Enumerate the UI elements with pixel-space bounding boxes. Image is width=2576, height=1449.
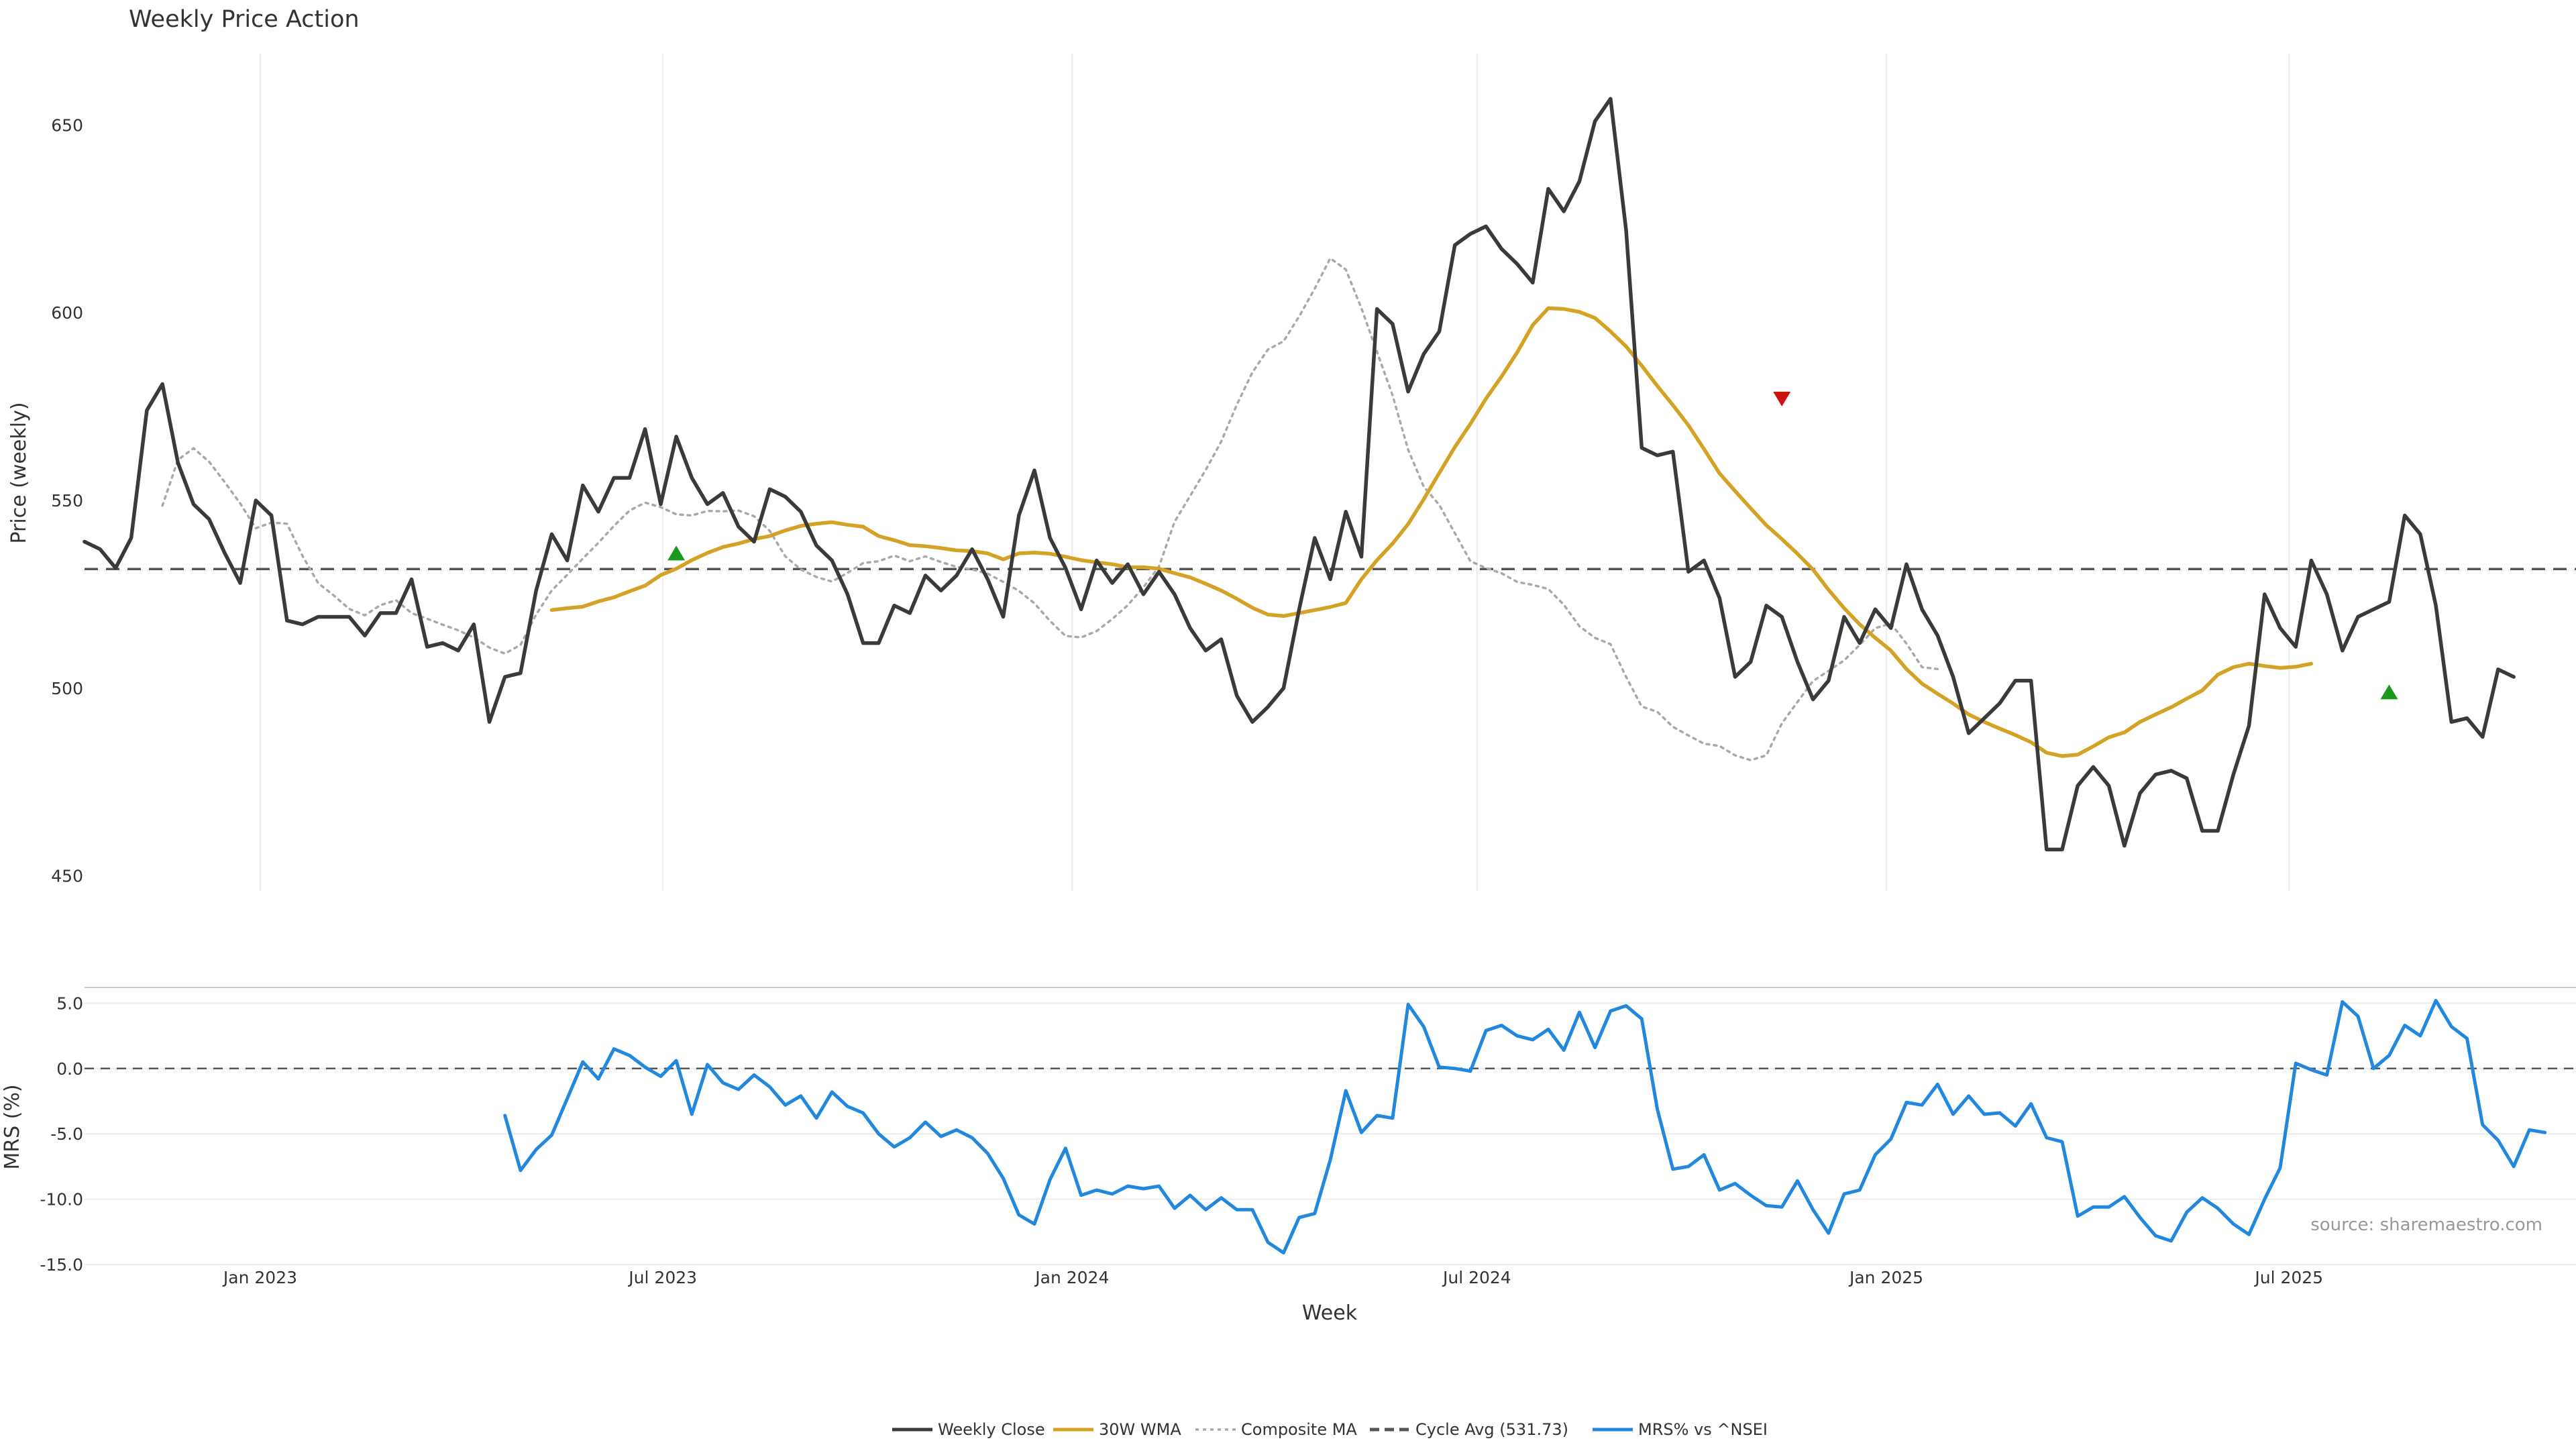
- x-tick-label: Jan 2025: [1848, 1268, 1923, 1287]
- price-y-tick-label: 600: [51, 303, 83, 323]
- composite-ma-line: [161, 257, 1939, 761]
- buy-signal-marker: [2380, 684, 2398, 700]
- x-axis-title: Week: [1302, 1301, 1358, 1325]
- x-tick-label: Jan 2024: [1034, 1268, 1109, 1287]
- x-tick-label: Jul 2023: [627, 1268, 697, 1287]
- sell-signal-marker: [1773, 391, 1791, 407]
- x-tick-labels: Jan 2023 Jul 2023 Jan 2024 Jul 2024 Jan 2025…: [222, 1268, 2323, 1287]
- price-y-tick-label: 650: [51, 115, 83, 135]
- price-y-tick-labels: 650 600 550 500 450: [51, 115, 83, 885]
- legend: Weekly Close 30W WMA Composite MA Cycle Avg…: [892, 1420, 1768, 1439]
- legend-label: Cycle Avg (531.73): [1415, 1420, 1568, 1439]
- mrs-y-tick-label: 5.0: [56, 994, 83, 1013]
- mrs-y-tick-label: -15.0: [40, 1255, 83, 1275]
- mrs-y-tick-label: -10.0: [40, 1190, 83, 1210]
- weekly-close-line: [83, 97, 2516, 852]
- mrs-series-group: [85, 999, 2576, 1254]
- mrs-y-axis-title: MRS (%): [1, 1084, 24, 1169]
- legend-label: Composite MA: [1241, 1420, 1357, 1439]
- x-tick-label: Jan 2023: [222, 1268, 297, 1287]
- legend-label: 30W WMA: [1099, 1420, 1181, 1439]
- x-tick-label: Jul 2024: [1442, 1268, 1511, 1287]
- chart-title: Weekly Price Action: [129, 6, 360, 33]
- legend-label: MRS% vs ^NSEI: [1638, 1420, 1768, 1439]
- wma-30w-line: [549, 306, 2314, 758]
- price-y-tick-label: 550: [51, 491, 83, 511]
- price-panel-grid: [259, 54, 2290, 891]
- mrs-panel-grid: [85, 987, 2576, 1265]
- buy-signal-marker: [667, 545, 686, 561]
- x-tick-label: Jul 2025: [2253, 1268, 2323, 1287]
- mrs-y-tick-label: 0.0: [56, 1059, 83, 1079]
- signal-markers: [667, 391, 2398, 700]
- price-y-axis-title: Price (weekly): [7, 402, 31, 543]
- legend-label: Weekly Close: [938, 1420, 1045, 1439]
- mrs-line: [503, 999, 2547, 1254]
- price-y-tick-label: 500: [51, 679, 83, 698]
- source-note: source: sharemaestro.com: [2310, 1215, 2542, 1235]
- mrs-y-tick-label: -5.0: [50, 1124, 83, 1144]
- price-series-group: [83, 97, 2576, 852]
- price-y-tick-label: 450: [51, 867, 83, 886]
- mrs-y-tick-labels: 5.0 0.0 -5.0 -10.0 -15.0: [40, 994, 83, 1275]
